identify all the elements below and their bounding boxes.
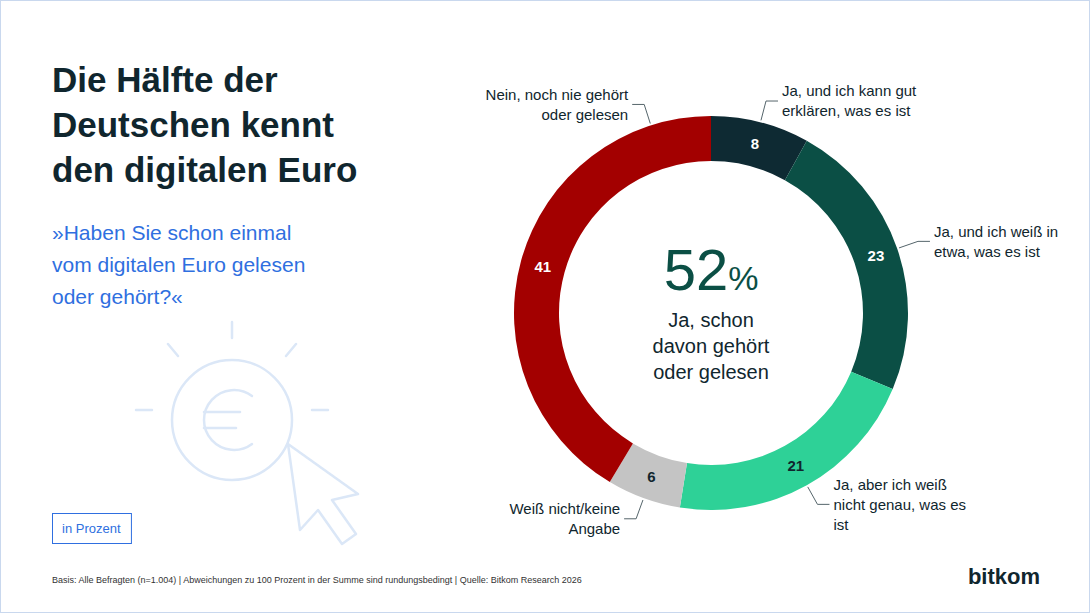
leader-lines xyxy=(624,101,930,519)
leader-line xyxy=(808,487,830,504)
center-text-line: Ja, schon xyxy=(668,309,754,331)
category-label-line: Angabe xyxy=(568,520,620,537)
category-label-line: oder gelesen xyxy=(541,106,628,123)
leader-line xyxy=(899,241,930,248)
category-label: Weiß nicht/keine Angabe xyxy=(509,500,620,537)
icon-circle xyxy=(172,360,292,480)
footnote: Basis: Alle Befragten (n=1.004) | Abweic… xyxy=(52,575,582,585)
center-text: Ja, schon davon gehört oder gelesen xyxy=(653,309,770,383)
category-label-line: Ja, und ich weiß in xyxy=(934,223,1058,240)
center-label-number: 52 xyxy=(664,237,729,302)
icon-euro-arc xyxy=(204,390,252,450)
leader-line xyxy=(761,101,778,120)
category-label-line: ist xyxy=(833,516,849,533)
decorative-icon xyxy=(136,322,358,544)
category-label: Nein, noch nie gehört oder gelesen xyxy=(486,86,629,123)
category-label-line: Ja, aber ich weiß xyxy=(833,476,946,493)
leader-line xyxy=(624,500,643,519)
category-label-line: etwa, was es ist xyxy=(934,243,1041,260)
subtitle-line: vom digitalen Euro gelesen xyxy=(52,253,305,276)
category-label-line: nicht genau, was es xyxy=(833,496,966,513)
leader-line xyxy=(632,104,650,123)
subtitle-line: oder gehört?« xyxy=(52,285,183,308)
unit-box xyxy=(53,514,132,544)
data-label: 8 xyxy=(751,135,759,152)
center-text-line: davon gehört xyxy=(653,335,770,357)
subtitle: »Haben Sie schon einmal vom digitalen Eur… xyxy=(52,221,305,308)
title-line: Die Hälfte der xyxy=(52,60,278,99)
data-label: 6 xyxy=(647,468,655,485)
category-label: Ja, und ich kann gut erklären, was es ist xyxy=(782,82,917,119)
data-label: 41 xyxy=(534,258,551,275)
data-label: 21 xyxy=(787,457,804,474)
data-label: 23 xyxy=(868,247,885,264)
card-background xyxy=(1,1,1090,613)
category-label-line: Weiß nicht/keine xyxy=(509,500,620,517)
icon-euro-bars xyxy=(204,412,240,428)
icon-cursor xyxy=(288,444,358,544)
center-label: 52% xyxy=(664,237,759,302)
category-label-line: Ja, und ich kann gut xyxy=(782,82,917,99)
category-label-line: Nein, noch nie gehört xyxy=(486,86,629,103)
chart-container: Die Hälfte der Deutschen kennt den digital… xyxy=(0,0,1090,613)
brand: bitkom xyxy=(968,564,1040,589)
donut-slice xyxy=(785,141,908,389)
chart-svg: Die Hälfte der Deutschen kennt den digital… xyxy=(0,0,1090,613)
center-label-unit: % xyxy=(728,259,758,297)
category-label: Ja, und ich weiß in etwa, was es ist xyxy=(934,223,1058,260)
category-label-line: erklären, was es ist xyxy=(782,102,911,119)
unit-label: in Prozent xyxy=(62,521,121,536)
title: Die Hälfte der Deutschen kennt den digital… xyxy=(52,60,357,189)
donut: 8 23 21 6 41 xyxy=(514,116,908,510)
center-text-line: oder gelesen xyxy=(653,361,769,383)
title-line: Deutschen kennt xyxy=(52,105,334,144)
icon-rays xyxy=(136,322,328,410)
subtitle-line: »Haben Sie schon einmal xyxy=(52,221,291,244)
category-label: Ja, aber ich weiß nicht genau, was es ist xyxy=(833,476,966,533)
title-line: den digitalen Euro xyxy=(52,150,357,189)
